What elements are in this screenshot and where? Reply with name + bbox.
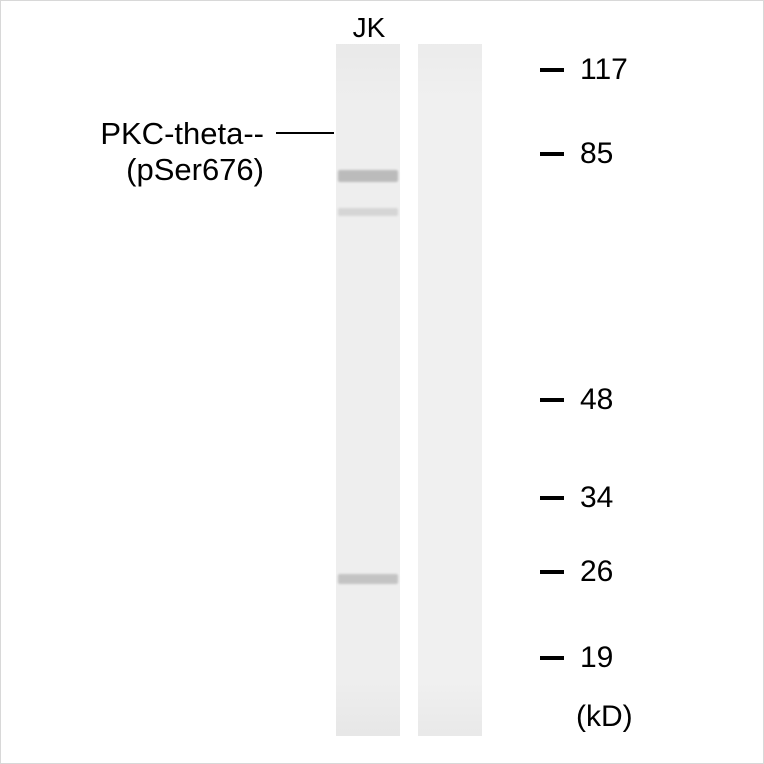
mw-tick-85 <box>540 152 564 156</box>
mw-label-117: 117 <box>580 55 628 85</box>
blot-lane-2 <box>418 44 482 736</box>
mw-tick-34 <box>540 496 564 500</box>
western-blot: JK PKC-theta-- (pSer676) 117 85 48 34 26 19 (… <box>0 0 764 764</box>
mw-label-85: 85 <box>580 139 613 169</box>
mw-label-26: 26 <box>580 557 613 587</box>
protein-label-tick <box>276 132 334 134</box>
protein-label-line2: (pSer676) <box>126 152 264 187</box>
mw-unit-label: (kD) <box>576 702 633 732</box>
mw-tick-26 <box>540 570 564 574</box>
mw-tick-117 <box>540 68 564 72</box>
blot-lane-1-band-1 <box>338 170 398 182</box>
protein-label-line1: PKC-theta-- <box>100 116 264 151</box>
mw-label-19: 19 <box>580 643 613 673</box>
mw-tick-48 <box>540 398 564 402</box>
blot-lane-1-band-2 <box>338 208 398 216</box>
mw-label-34: 34 <box>580 483 613 513</box>
mw-label-48: 48 <box>580 385 613 415</box>
mw-tick-19 <box>540 656 564 660</box>
blot-lane-1 <box>336 44 400 736</box>
lane-header: JK <box>339 14 399 42</box>
protein-label: PKC-theta-- (pSer676) <box>24 116 264 187</box>
blot-lane-1-band-3 <box>338 574 398 584</box>
